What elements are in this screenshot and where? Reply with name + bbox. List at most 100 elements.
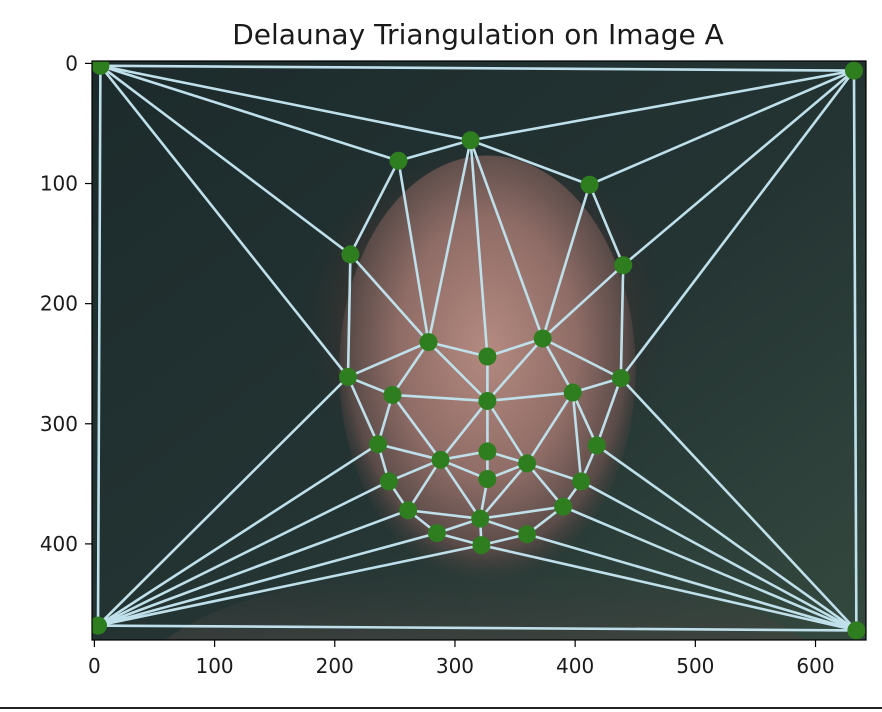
triangulation-edge (349, 159, 400, 256)
triangulation-edge (478, 462, 529, 520)
triangulation-edge (406, 508, 482, 520)
triangulation-edge (391, 393, 442, 462)
landmark-points (92, 61, 866, 640)
triangulation-edge (439, 399, 489, 462)
triangulation-edge (595, 376, 623, 447)
plot-area (92, 61, 866, 640)
triangulation-edge (96, 531, 439, 627)
triangulation-edge (541, 183, 591, 340)
triangulation-edge (99, 64, 352, 256)
x-tick-label: 300 (436, 654, 474, 678)
triangulation-edge (96, 442, 380, 627)
landmark-point (419, 333, 438, 352)
triangulation-edge (349, 253, 430, 344)
triangulation-edge (486, 391, 575, 403)
triangulation-edge (486, 337, 544, 358)
triangulation-edge (397, 159, 430, 344)
triangulation-edge (541, 337, 575, 394)
landmark-point (611, 369, 630, 388)
landmark-point (338, 367, 357, 386)
triangulation-edge (571, 391, 599, 447)
chart-title: Delaunay Triangulation on Image A (232, 18, 724, 51)
landmark-point (478, 442, 497, 461)
triangulation-edge (561, 505, 858, 632)
x-tick-label: 200 (316, 654, 354, 678)
y-tick-label: 300 (40, 412, 78, 436)
triangulation-edge (579, 480, 858, 632)
landmark-point (478, 470, 497, 489)
x-axis: 0 100 200 300 400 500 600 (88, 640, 835, 678)
triangulation-edge (346, 253, 352, 379)
triangulation-edge (469, 138, 489, 358)
triangulation-edge (541, 337, 623, 380)
triangulation-edge (376, 442, 442, 462)
landmark-point (383, 385, 402, 404)
landmark-point (431, 450, 450, 469)
y-tick-label: 400 (40, 532, 78, 556)
triangulation-edge (621, 69, 856, 267)
triangulation-edge (96, 508, 410, 627)
triangulation-edge (571, 391, 583, 483)
landmark-point (461, 131, 480, 150)
landmark-point (587, 436, 606, 455)
triangulation-edge (406, 458, 442, 512)
triangulation-edge (469, 69, 856, 142)
triangulation-edge (391, 393, 489, 403)
triangulation-edge (541, 263, 625, 340)
triangulation-edge (427, 138, 472, 344)
x-tick-label: 100 (195, 654, 233, 678)
triangulation-edge (852, 69, 858, 632)
triangulation-edge (99, 64, 856, 72)
triangulation-edge (387, 458, 442, 483)
triangulation-edge (96, 64, 102, 627)
triangulation-edge (595, 444, 858, 632)
triangulation-edge (96, 543, 483, 627)
triangulation-edge (96, 375, 350, 627)
triangulation-edge (619, 69, 856, 380)
landmark-point (472, 536, 491, 555)
landmark-point (847, 621, 866, 640)
triangulation-edge (96, 624, 858, 632)
landmark-point (379, 472, 398, 491)
triangulation-edge (525, 462, 583, 483)
triangulation-edge (99, 64, 400, 163)
triangulation-edge (397, 138, 472, 163)
y-tick-label: 200 (40, 292, 78, 316)
triangulation-edge (525, 532, 858, 632)
landmark-point (92, 61, 110, 75)
landmark-point (471, 509, 490, 528)
triangulation-edge (427, 340, 489, 358)
landmark-point (572, 472, 591, 491)
landmark-point (580, 175, 599, 194)
landmark-point (341, 245, 360, 264)
landmark-point (478, 391, 497, 410)
landmark-point (369, 435, 388, 454)
landmark-point (563, 383, 582, 402)
triangulation-edge (427, 340, 489, 403)
bottom-rule (0, 707, 882, 709)
triangulation-edge (619, 263, 625, 380)
landmark-point (399, 501, 418, 520)
landmark-point (533, 329, 552, 348)
triangulation-edge (346, 375, 380, 446)
y-tick-label: 0 (65, 51, 78, 75)
triangulation-edge (99, 64, 472, 142)
triangulation-edge (391, 340, 430, 397)
landmark-point (389, 151, 408, 170)
triangulation-edge (486, 399, 529, 465)
shoulders (165, 567, 805, 640)
landmark-point (614, 256, 633, 275)
triangulation-edge (469, 138, 591, 187)
landmark-point (478, 347, 497, 366)
plot-frame (91, 60, 867, 641)
y-tick-label: 100 (40, 172, 78, 196)
triangulation-edge (346, 340, 430, 379)
triangulation-edge (480, 543, 858, 632)
triangulation-edge (619, 376, 858, 632)
landmark-point (92, 616, 108, 635)
triangulation-edge (99, 64, 350, 379)
triangulation-edge (486, 337, 544, 403)
triangulation-edge (439, 458, 482, 520)
triangulation-edge (588, 183, 625, 267)
landmark-point (518, 525, 537, 544)
